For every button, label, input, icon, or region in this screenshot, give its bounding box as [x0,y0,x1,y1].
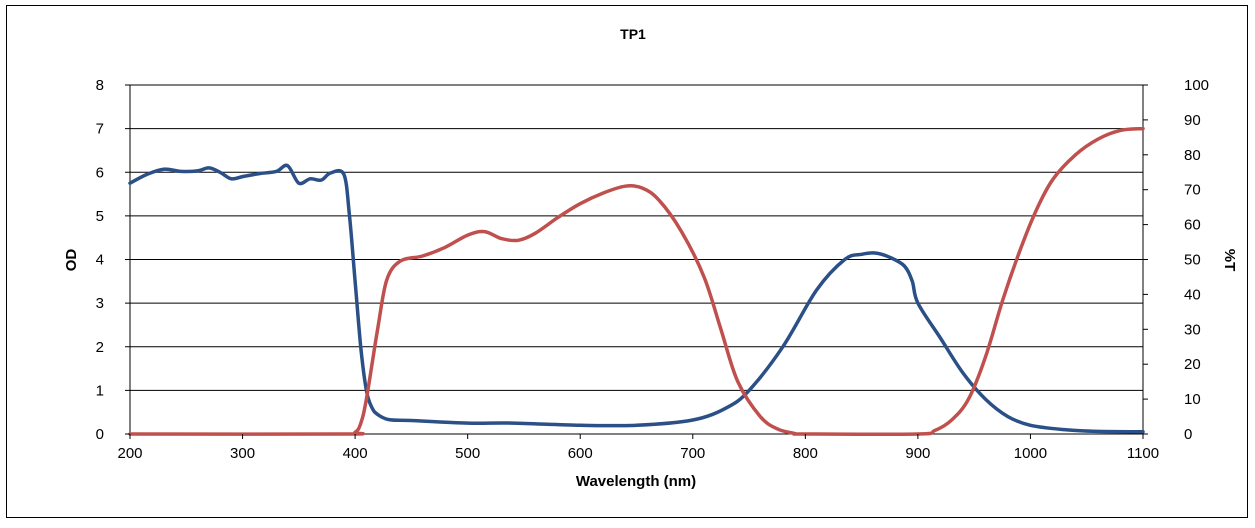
right-y-tick-label: 0 [1184,426,1192,443]
left-y-tick-label: 6 [96,164,104,181]
left-y-axis-ticks: 0 1 2 3 4 5 6 7 8 [96,77,130,443]
left-y-tick-label: 8 [96,77,104,94]
right-y-tick-label: 10 [1184,391,1201,408]
right-y-tick-label: 90 [1184,112,1201,129]
left-y-tick-label: 5 [96,208,104,225]
x-tick-label: 1100 [1127,445,1159,462]
chart-title: TP1 [620,26,646,42]
x-tick-label: 800 [793,445,818,462]
right-y-tick-label: 60 [1184,217,1201,234]
x-tick-label: 600 [568,445,593,462]
right-y-tick-label: 20 [1184,356,1201,373]
left-y-tick-label: 7 [96,121,104,138]
x-axis-ticks: 200 300 400 500 600 700 800 900 1000 1100 [117,434,1159,462]
gridlines [130,128,1143,391]
right-y-tick-label: 40 [1184,286,1201,303]
left-y-tick-label: 0 [96,426,104,443]
right-y-tick-label: 100 [1184,77,1209,94]
left-y-tick-label: 1 [96,382,104,399]
x-tick-label: 900 [905,445,930,462]
x-axis-title: Wavelength (nm) [576,473,696,490]
right-y-tick-label: 50 [1184,252,1201,269]
x-tick-label: 700 [680,445,705,462]
transmission-series-line [128,126,1145,437]
x-tick-label: 1000 [1014,445,1047,462]
x-tick-label: 400 [343,445,368,462]
left-y-tick-label: 3 [96,295,104,312]
left-y-axis-title: OD [63,249,80,272]
x-tick-label: 200 [117,445,142,462]
right-y-axis-ticks: 0 10 20 30 40 50 60 70 80 90 100 [1143,77,1209,443]
right-y-tick-label: 30 [1184,321,1201,338]
right-y-tick-label: 80 [1184,147,1201,164]
left-y-tick-label: 2 [96,339,104,356]
x-tick-label: 300 [230,445,255,462]
x-tick-label: 500 [455,445,480,462]
series-lines [128,126,1145,437]
right-y-axis-title: %T [1221,249,1238,272]
left-y-tick-label: 4 [96,252,104,269]
right-y-tick-label: 70 [1184,182,1201,199]
chart-border [6,5,1248,518]
od-series-line [128,163,1145,434]
